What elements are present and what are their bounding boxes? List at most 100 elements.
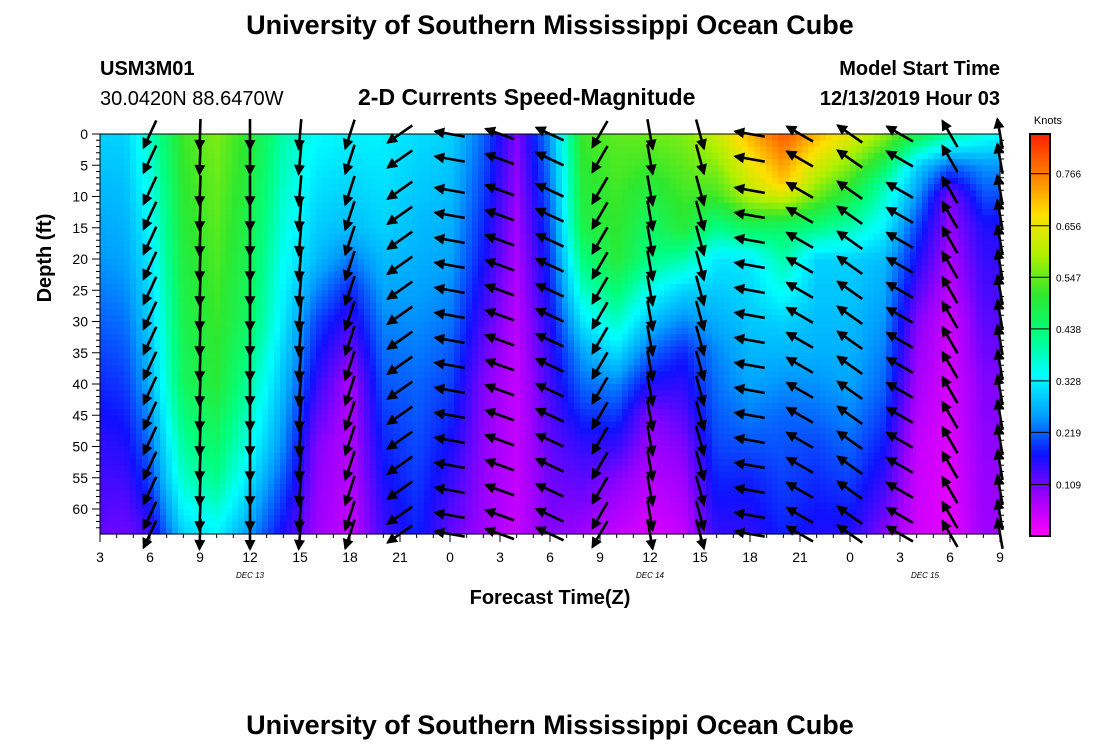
- heatmap-cell: [538, 227, 545, 235]
- heatmap-cell: [466, 346, 473, 354]
- heatmap-cell: [430, 409, 437, 416]
- heatmap-cell: [226, 440, 233, 448]
- heatmap-cell: [232, 521, 239, 529]
- heatmap-cell: [544, 440, 551, 448]
- heatmap-cell: [394, 402, 401, 410]
- heatmap-cell: [478, 165, 485, 173]
- heatmap-cell: [136, 252, 143, 260]
- heatmap-cell: [382, 227, 389, 235]
- heatmap-cell: [388, 346, 395, 354]
- heatmap-cell: [352, 340, 359, 348]
- heatmap-cell: [304, 384, 311, 391]
- heatmap-cell: [220, 159, 227, 166]
- heatmap-cell: [310, 384, 317, 391]
- heatmap-cell: [310, 446, 317, 454]
- heatmap-cell: [382, 477, 389, 485]
- heatmap-cell: [310, 140, 317, 148]
- heatmap-cell: [322, 490, 329, 498]
- heatmap-cell: [532, 152, 539, 160]
- heatmap-cell: [214, 402, 221, 410]
- heatmap-cell: [256, 277, 263, 285]
- heatmap-cell: [334, 509, 341, 516]
- heatmap-cell: [460, 334, 467, 341]
- heatmap-cell: [466, 302, 473, 310]
- heatmap-cell: [352, 190, 359, 198]
- heatmap-cell: [346, 334, 353, 341]
- heatmap-cell: [514, 409, 521, 416]
- heatmap-cell: [190, 459, 197, 466]
- heatmap-cell: [280, 209, 287, 216]
- heatmap-cell: [208, 321, 215, 329]
- heatmap-cell: [118, 521, 125, 529]
- heatmap-cell: [328, 209, 335, 216]
- heatmap-cell: [388, 427, 395, 435]
- heatmap-cell: [430, 146, 437, 154]
- heatmap-cell: [136, 334, 143, 341]
- heatmap-cell: [304, 440, 311, 448]
- heatmap-cell: [472, 171, 479, 179]
- heatmap-cell: [442, 415, 449, 423]
- heatmap-cell: [370, 402, 377, 410]
- heatmap-cell: [130, 409, 137, 416]
- heatmap-cell: [400, 277, 407, 285]
- heatmap-cell: [478, 140, 485, 148]
- heatmap-cell: [214, 346, 221, 354]
- heatmap-cell: [376, 459, 383, 466]
- heatmap-cell: [190, 427, 197, 435]
- heatmap-cell: [262, 477, 269, 485]
- heatmap-cell: [190, 515, 197, 523]
- heatmap-cell: [118, 302, 125, 310]
- heatmap-cell: [538, 134, 545, 141]
- heatmap-cell: [352, 165, 359, 173]
- heatmap-cell: [520, 452, 527, 460]
- heatmap-cell: [130, 190, 137, 198]
- heatmap-cell: [520, 140, 527, 148]
- heatmap-cell: [256, 202, 263, 210]
- heatmap-cell: [364, 215, 371, 223]
- heatmap-cell: [148, 477, 155, 485]
- heatmap-cell: [178, 190, 185, 198]
- heatmap-cell: [286, 246, 293, 254]
- heatmap-cell: [262, 227, 269, 235]
- heatmap-cell: [364, 377, 371, 385]
- heatmap-cell: [550, 290, 557, 298]
- heatmap-cell: [118, 515, 125, 523]
- heatmap-cell: [232, 527, 239, 535]
- heatmap-cell: [106, 234, 113, 241]
- heatmap-cell: [526, 490, 533, 498]
- heatmap-cell: [400, 246, 407, 254]
- heatmap-cell: [412, 215, 419, 223]
- heatmap-cell: [472, 352, 479, 360]
- heatmap-cell: [526, 240, 533, 248]
- heatmap-cell: [106, 134, 113, 141]
- heatmap-cell: [238, 377, 245, 385]
- heatmap-cell: [454, 359, 461, 366]
- heatmap-cell: [130, 402, 137, 410]
- heatmap-cell: [562, 396, 569, 404]
- heatmap-cell: [190, 490, 197, 498]
- heatmap-cell: [100, 446, 107, 454]
- heatmap-cell: [190, 215, 197, 223]
- heatmap-cell: [334, 265, 341, 273]
- heatmap-cell: [472, 165, 479, 173]
- heatmap-cell: [544, 490, 551, 498]
- heatmap-cell: [388, 184, 395, 191]
- heatmap-cell: [238, 440, 245, 448]
- heatmap-cell: [154, 327, 161, 335]
- heatmap-cell: [472, 240, 479, 248]
- heatmap-cell: [442, 396, 449, 404]
- heatmap-cell: [112, 240, 119, 248]
- heatmap-cell: [412, 290, 419, 298]
- heatmap-cell: [382, 296, 389, 304]
- heatmap-cell: [136, 459, 143, 466]
- heatmap-cell: [124, 365, 131, 373]
- heatmap-cell: [352, 315, 359, 323]
- heatmap-cell: [502, 146, 509, 154]
- heatmap-cell: [352, 484, 359, 491]
- heatmap-cell: [442, 421, 449, 429]
- heatmap-cell: [472, 327, 479, 335]
- heatmap-cell: [352, 152, 359, 160]
- heatmap-cell: [448, 177, 455, 185]
- heatmap-cell: [316, 396, 323, 404]
- heatmap-cell: [364, 471, 371, 479]
